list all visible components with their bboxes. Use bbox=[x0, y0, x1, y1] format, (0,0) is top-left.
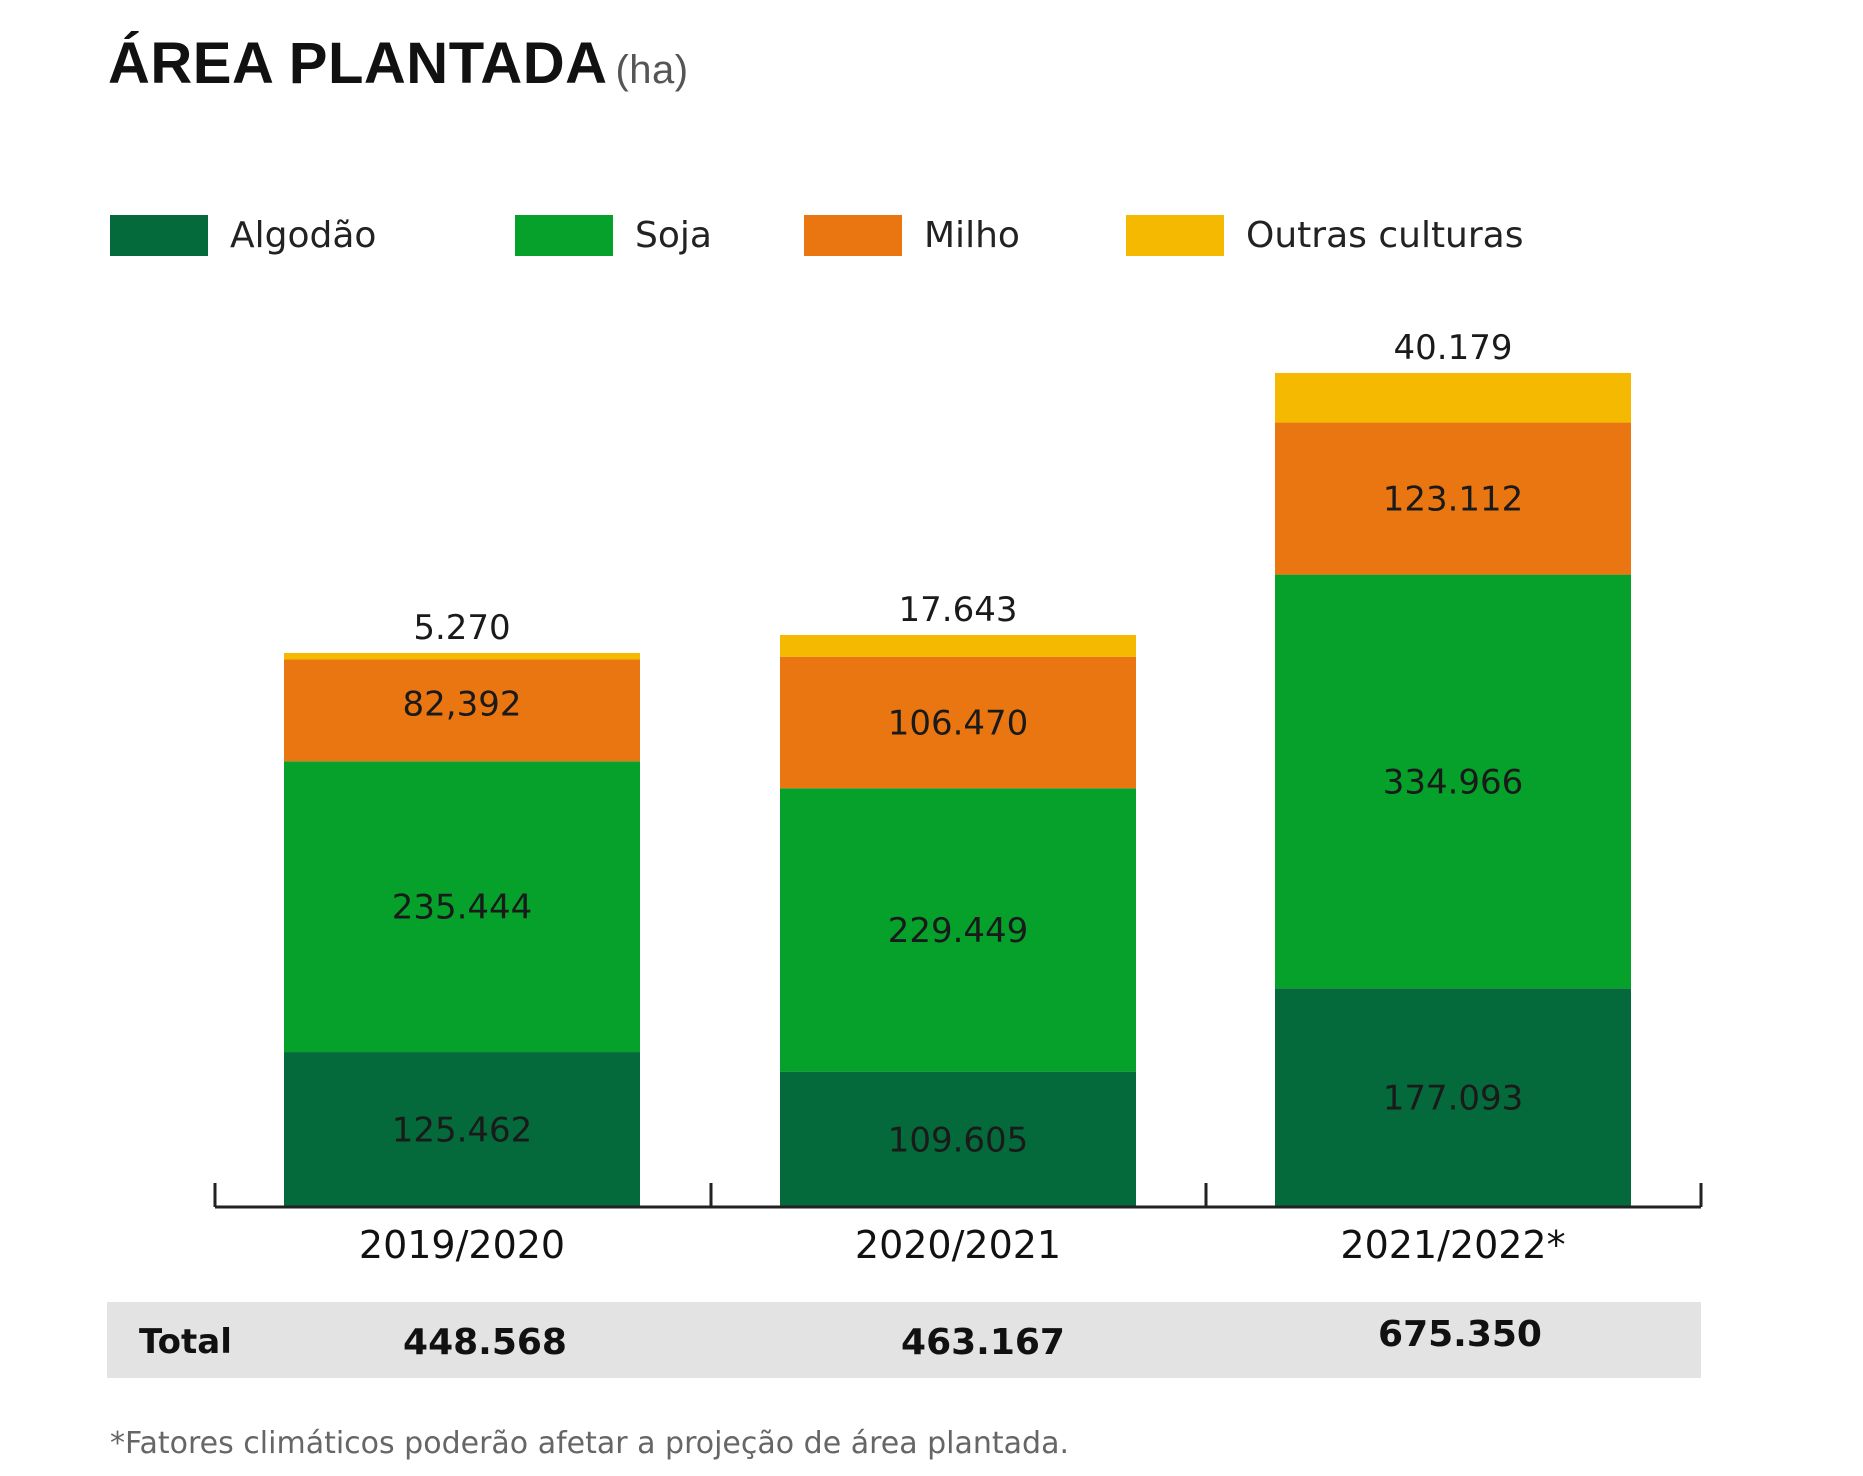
bar-algodao-2 bbox=[780, 1071, 1136, 1207]
data-label-soja-1: 235.444 bbox=[392, 888, 533, 928]
data-label-soja-3: 334.966 bbox=[1383, 762, 1524, 802]
data-label-milho-1: 82,392 bbox=[403, 685, 522, 725]
data-label-outras-culturas-3: 40.179 bbox=[1394, 328, 1513, 368]
chart-title-main: ÁREA PLANTADA bbox=[108, 31, 608, 96]
x-tick-label-2: 2020/2021 bbox=[855, 1223, 1061, 1267]
footnote: *Fatores climáticos poderão afetar a pro… bbox=[110, 1426, 1070, 1461]
data-label-algodao-3: 177.093 bbox=[1383, 1079, 1524, 1119]
data-label-outras-culturas-1: 5.270 bbox=[413, 608, 510, 648]
total-value-2019-2020: 448.568 bbox=[403, 1322, 567, 1363]
data-label-outras-culturas-2: 17.643 bbox=[899, 590, 1018, 630]
bar-algodao-1 bbox=[284, 1052, 640, 1207]
legend-swatch-soja bbox=[515, 214, 613, 256]
bar-soja-1 bbox=[284, 761, 640, 1053]
totals-label: Total bbox=[139, 1322, 232, 1362]
chart-title-unit: (ha) bbox=[615, 48, 689, 92]
data-label-milho-3: 123.112 bbox=[1383, 480, 1524, 520]
legend-swatch-outras-culturas bbox=[1126, 214, 1224, 256]
legend-label-milho: Milho bbox=[924, 214, 1020, 256]
bar-algodao-3 bbox=[1275, 988, 1631, 1207]
bar-milho-2 bbox=[780, 656, 1136, 789]
bar-milho-3 bbox=[1275, 422, 1631, 575]
legend-item-soja: Soja bbox=[515, 214, 712, 256]
x-tick-label-3: 2021/2022* bbox=[1340, 1223, 1565, 1267]
x-tick-label-1: 2019/2020 bbox=[359, 1223, 565, 1267]
total-value-2021-2022: 675.350 bbox=[1378, 1314, 1542, 1355]
data-label-algodao-1: 125.462 bbox=[392, 1111, 533, 1151]
legend-item-algodao: Algodão bbox=[110, 214, 376, 256]
legend-swatch-algodao bbox=[110, 214, 208, 256]
bar-outras-culturas-2 bbox=[780, 634, 1136, 657]
legend-item-milho: Milho bbox=[804, 214, 1020, 256]
bar-soja-2 bbox=[780, 788, 1136, 1072]
total-value-2020-2021: 463.167 bbox=[901, 1322, 1065, 1363]
data-label-milho-2: 106.470 bbox=[888, 704, 1029, 744]
data-label-soja-2: 229.449 bbox=[888, 911, 1029, 951]
bar-milho-1 bbox=[284, 659, 640, 762]
legend-swatch-milho bbox=[804, 214, 902, 256]
totals-row: Total 448.568 463.167 675.350 bbox=[107, 1302, 1701, 1378]
chart-title: ÁREA PLANTADA (ha) bbox=[108, 30, 689, 97]
legend-item-outras-culturas: Outras culturas bbox=[1126, 214, 1524, 256]
bar-outras-culturas-3 bbox=[1275, 372, 1631, 423]
bar-outras-culturas-1 bbox=[284, 653, 640, 660]
stacked-bar-chart: 125.462 235.444 82,392 5.270 2019/2020 109.60… bbox=[213, 328, 1703, 1267]
legend-label-algodao: Algodão bbox=[230, 214, 377, 256]
legend-label-soja: Soja bbox=[635, 214, 712, 256]
data-label-algodao-2: 109.605 bbox=[888, 1120, 1029, 1160]
legend-label-outras-culturas: Outras culturas bbox=[1246, 214, 1524, 256]
bar-soja-3 bbox=[1275, 574, 1631, 989]
